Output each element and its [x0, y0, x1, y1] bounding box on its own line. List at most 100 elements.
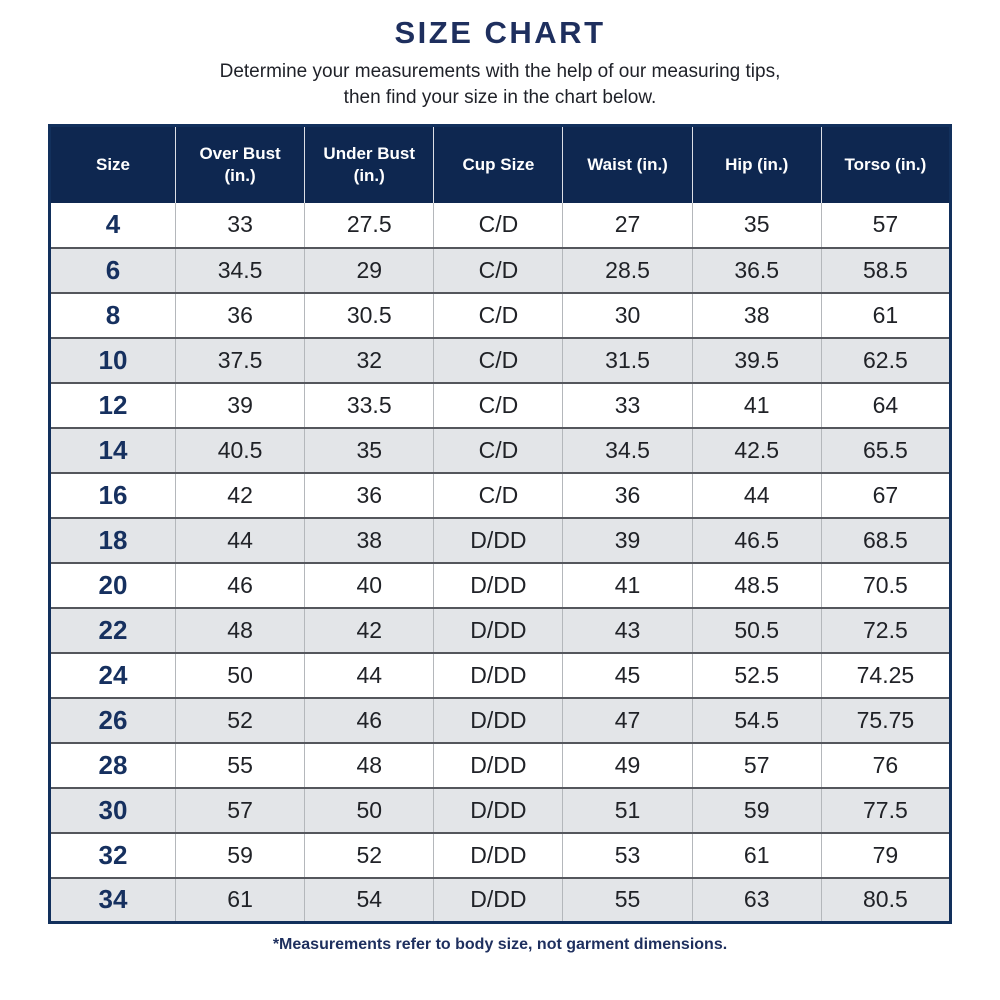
value-cell-torso-in: 61 [821, 291, 951, 338]
value-cell-hip-in: 42.5 [692, 426, 822, 473]
subtitle-line-1: Determine your measurements with the hel… [219, 61, 781, 82]
value-cell-under-bust-in: 44 [304, 651, 435, 698]
value-cell-waist-in: 47 [562, 696, 693, 743]
value-cell-cup-size: C/D [433, 471, 564, 518]
value-cell-over-bust-in: 44 [175, 516, 306, 563]
value-cell-cup-size: C/D [433, 291, 564, 338]
value-cell-cup-size: D/DD [433, 561, 564, 608]
value-cell-over-bust-in: 48 [175, 606, 306, 653]
value-cell-torso-in: 58.5 [821, 246, 951, 293]
value-cell-under-bust-in: 36 [304, 471, 435, 518]
header-cell-torso-in: Torso (in.) [821, 125, 951, 203]
value-cell-torso-in: 75.75 [821, 696, 951, 743]
value-cell-torso-in: 76 [821, 741, 951, 788]
value-cell-over-bust-in: 33 [175, 202, 306, 248]
size-cell: 24 [49, 651, 176, 698]
value-cell-under-bust-in: 29 [304, 246, 435, 293]
size-cell: 16 [49, 471, 176, 518]
page-title: SIZE CHART [394, 15, 606, 50]
table-row-size-34: 34 61 54 D/DD 55 63 80.5 [49, 876, 951, 923]
value-cell-over-bust-in: 55 [175, 741, 306, 788]
value-cell-waist-in: 34.5 [562, 426, 693, 473]
value-cell-over-bust-in: 34.5 [175, 246, 306, 293]
table-row-size-28: 28 55 48 D/DD 49 57 76 [49, 741, 951, 788]
size-chart-table: Size Over Bust (in.) Under Bust (in.) Cup S… [48, 124, 952, 924]
value-cell-over-bust-in: 40.5 [175, 426, 306, 473]
value-cell-waist-in: 36 [562, 471, 693, 518]
value-cell-hip-in: 57 [692, 741, 822, 788]
size-cell: 12 [49, 381, 176, 428]
value-cell-under-bust-in: 42 [304, 606, 435, 653]
value-cell-under-bust-in: 54 [304, 876, 435, 923]
value-cell-over-bust-in: 61 [175, 876, 306, 923]
value-cell-waist-in: 55 [562, 876, 693, 923]
table-row-size-22: 22 48 42 D/DD 43 50.5 72.5 [49, 606, 951, 653]
header-cell-waist-in: Waist (in.) [562, 125, 693, 203]
value-cell-waist-in: 39 [562, 516, 693, 563]
value-cell-waist-in: 43 [562, 606, 693, 653]
value-cell-waist-in: 31.5 [562, 336, 693, 383]
size-cell: 34 [49, 876, 176, 923]
value-cell-over-bust-in: 37.5 [175, 336, 306, 383]
value-cell-torso-in: 57 [872, 211, 899, 237]
value-cell-waist-in: 30 [562, 291, 693, 338]
value-cell-over-bust-in: 57 [175, 786, 306, 833]
value-cell-under-bust-in: 40 [304, 561, 435, 608]
value-cell-waist-in: 51 [562, 786, 693, 833]
value-cell-under-bust-in: 38 [304, 516, 435, 563]
value-cell-over-bust-in: 39 [175, 381, 306, 428]
value-cell-over-bust-in: 46 [175, 561, 306, 608]
value-cell-cup-size: D/DD [433, 516, 564, 563]
table-row-size-32: 32 59 52 D/DD 53 61 79 [49, 831, 951, 878]
size-cell: 8 [49, 291, 176, 338]
value-cell-hip-in: 54.5 [692, 696, 822, 743]
table-row-size-12: 12 39 33.5 C/D 33 41 64 [49, 381, 951, 428]
value-cell-torso-in: 62.5 [821, 336, 951, 383]
table-row-size-4: 4 33 27.5 C/D 27 35 57 [49, 202, 951, 248]
value-cell-over-bust-in: 42 [175, 471, 306, 518]
table-row-size-6: 6 34.5 29 C/D 28.5 36.5 58.5 [49, 246, 951, 293]
table-row-size-16: 16 42 36 C/D 36 44 67 [49, 471, 951, 518]
value-cell-under-bust-in: 33.5 [304, 381, 435, 428]
value-cell-hip-in: 61 [692, 831, 822, 878]
value-cell-hip-in: 46.5 [692, 516, 822, 563]
size-cell: 4 [49, 202, 176, 248]
value-cell-cup-size: C/D [433, 426, 564, 473]
size-cell: 26 [49, 696, 176, 743]
value-cell-waist-in: 49 [562, 741, 693, 788]
size-cell: 20 [49, 561, 176, 608]
value-cell-hip-in: 48.5 [692, 561, 822, 608]
value-cell-under-bust-in: 27.5 [304, 202, 435, 248]
value-cell-torso-in: 64 [821, 381, 951, 428]
value-cell-torso-in: 70.5 [821, 561, 951, 608]
size-cell: 18 [49, 516, 176, 563]
subtitle-line-2: then find your size in the chart below. [343, 87, 657, 108]
header-cell-over-bust-in: Over Bust (in.) [175, 125, 306, 203]
value-cell-cup-size: D/DD [433, 786, 564, 833]
size-cell: 6 [49, 246, 176, 293]
value-cell-torso-in: 77.5 [821, 786, 951, 833]
table-row-size-8: 8 36 30.5 C/D 30 38 61 [49, 291, 951, 338]
header-cell-hip-in: Hip (in.) [692, 125, 822, 203]
header-cell-under-bust-in: Under Bust (in.) [304, 125, 435, 203]
size-cell: 32 [49, 831, 176, 878]
value-cell-torso-in: 80.5 [821, 876, 951, 923]
value-cell-over-bust-in: 50 [175, 651, 306, 698]
value-cell-under-bust-in: 35 [304, 426, 435, 473]
value-cell-under-bust-in: 52 [304, 831, 435, 878]
table-row-size-24: 24 50 44 D/DD 45 52.5 74.25 [49, 651, 951, 698]
value-cell-waist-in: 45 [562, 651, 693, 698]
header-cell-size: Size [49, 125, 176, 203]
value-cell-waist-in: 27 [562, 202, 693, 248]
table-row-size-30: 30 57 50 D/DD 51 59 77.5 [49, 786, 951, 833]
value-cell-torso-in: 74.25 [821, 651, 951, 698]
value-cell-waist-in: 41 [562, 561, 693, 608]
header-row: Size Over Bust (in.) Under Bust (in.) Cup S… [49, 125, 951, 203]
value-cell-hip-in: 39.5 [692, 336, 822, 383]
value-cell-under-bust-in: 50 [304, 786, 435, 833]
value-cell-cup-size: C/D [433, 381, 564, 428]
value-cell-under-bust-in: 32 [304, 336, 435, 383]
value-cell-torso-in: 79 [821, 831, 951, 878]
value-cell-hip-in: 38 [692, 291, 822, 338]
